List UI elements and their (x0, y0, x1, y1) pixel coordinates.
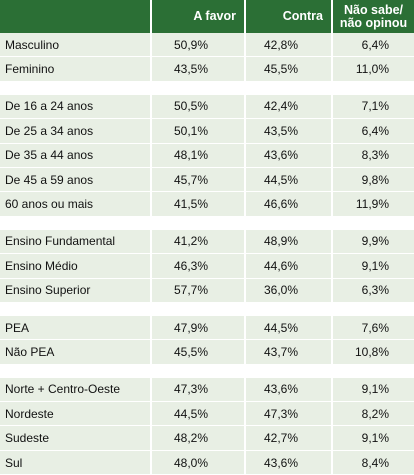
nao-sabe-value: 9,1% (331, 377, 414, 403)
a-favor-value: 45,7% (150, 167, 245, 193)
a-favor-value: 48,2% (150, 425, 245, 451)
a-favor-value: 44,5% (150, 401, 245, 427)
header-contra: Contra (244, 0, 332, 33)
table-row: Sudeste 48,2% 42,7% 9,1% (0, 425, 414, 451)
row-label: Não PEA (0, 339, 151, 365)
spacer-cell (0, 364, 414, 378)
group-spacer (0, 302, 414, 316)
row-label: Norte + Centro-Oeste (0, 377, 151, 403)
row-label: Ensino Superior (0, 278, 151, 303)
row-label: Sul (0, 450, 151, 475)
group-spacer (0, 364, 414, 378)
contra-value: 45,5% (244, 56, 332, 82)
a-favor-value: 50,5% (150, 94, 245, 120)
row-label: Masculino (0, 33, 151, 58)
table-row: Ensino Fundamental 41,2% 48,9% 9,9% (0, 229, 414, 255)
contra-value: 43,6% (244, 377, 332, 403)
table-row: Ensino Superior 57,7% 36,0% 6,3% (0, 278, 414, 303)
a-favor-value: 46,3% (150, 253, 245, 279)
a-favor-value: 41,5% (150, 191, 245, 217)
contra-value: 42,4% (244, 94, 332, 120)
a-favor-value: 45,5% (150, 339, 245, 365)
header-a-favor: A favor (150, 0, 245, 33)
row-label: De 16 a 24 anos (0, 94, 151, 120)
nao-sabe-value: 6,3% (331, 278, 414, 303)
nao-sabe-value: 9,1% (331, 253, 414, 279)
row-label: De 25 a 34 anos (0, 118, 151, 144)
row-label: Sudeste (0, 425, 151, 451)
nao-sabe-value: 9,8% (331, 167, 414, 193)
table-row: Feminino 43,5% 45,5% 11,0% (0, 56, 414, 82)
nao-sabe-value: 8,4% (331, 450, 414, 475)
contra-value: 43,6% (244, 143, 332, 168)
table-row: PEA 47,9% 44,5% 7,6% (0, 315, 414, 341)
row-label: Feminino (0, 56, 151, 82)
contra-value: 48,9% (244, 229, 332, 255)
a-favor-value: 50,1% (150, 118, 245, 144)
header-category (0, 0, 151, 33)
table-row: Sul 48,0% 43,6% 8,4% (0, 450, 414, 475)
table-header: A favor Contra Não sabe/ não opinou (0, 0, 414, 33)
table-row: 60 anos ou mais 41,5% 46,6% 11,9% (0, 191, 414, 217)
row-label: De 45 a 59 anos (0, 167, 151, 193)
spacer-cell (0, 302, 414, 316)
header-row: A favor Contra Não sabe/ não opinou (0, 0, 414, 33)
nao-sabe-value: 11,9% (331, 191, 414, 217)
contra-value: 46,6% (244, 191, 332, 217)
table-body: Masculino 50,9% 42,8% 6,4% Feminino 43,5% 45,5… (0, 33, 414, 475)
contra-value: 43,6% (244, 450, 332, 475)
contra-value: 44,5% (244, 315, 332, 341)
spacer-cell (0, 81, 414, 95)
row-label: 60 anos ou mais (0, 191, 151, 217)
a-favor-value: 43,5% (150, 56, 245, 82)
contra-value: 42,8% (244, 33, 332, 58)
table-row: De 45 a 59 anos 45,7% 44,5% 9,8% (0, 167, 414, 193)
table-row: Não PEA 45,5% 43,7% 10,8% (0, 339, 414, 365)
contra-value: 47,3% (244, 401, 332, 427)
contra-value: 36,0% (244, 278, 332, 303)
row-label: De 35 a 44 anos (0, 143, 151, 168)
nao-sabe-value: 10,8% (331, 339, 414, 365)
nao-sabe-value: 6,4% (331, 118, 414, 144)
group-spacer (0, 81, 414, 95)
table-row: Masculino 50,9% 42,8% 6,4% (0, 33, 414, 58)
group-spacer (0, 216, 414, 230)
nao-sabe-value: 11,0% (331, 56, 414, 82)
contra-value: 44,5% (244, 167, 332, 193)
row-label: PEA (0, 315, 151, 341)
table-row: De 35 a 44 anos 48,1% 43,6% 8,3% (0, 143, 414, 168)
header-nao-sabe: Não sabe/ não opinou (331, 0, 414, 33)
nao-sabe-value: 9,1% (331, 425, 414, 451)
nao-sabe-value: 8,2% (331, 401, 414, 427)
nao-sabe-value: 6,4% (331, 33, 414, 58)
spacer-cell (0, 216, 414, 230)
table-row: Nordeste 44,5% 47,3% 8,2% (0, 401, 414, 427)
a-favor-value: 57,7% (150, 278, 245, 303)
contra-value: 43,7% (244, 339, 332, 365)
table-row: De 25 a 34 anos 50,1% 43,5% 6,4% (0, 118, 414, 144)
table-row: Norte + Centro-Oeste 47,3% 43,6% 9,1% (0, 377, 414, 403)
row-label: Ensino Fundamental (0, 229, 151, 255)
a-favor-value: 48,1% (150, 143, 245, 168)
row-label: Nordeste (0, 401, 151, 427)
a-favor-value: 41,2% (150, 229, 245, 255)
row-label: Ensino Médio (0, 253, 151, 279)
a-favor-value: 48,0% (150, 450, 245, 475)
contra-value: 43,5% (244, 118, 332, 144)
table-row: De 16 a 24 anos 50,5% 42,4% 7,1% (0, 94, 414, 120)
nao-sabe-value: 7,6% (331, 315, 414, 341)
a-favor-value: 47,3% (150, 377, 245, 403)
contra-value: 44,6% (244, 253, 332, 279)
contra-value: 42,7% (244, 425, 332, 451)
nao-sabe-value: 8,3% (331, 143, 414, 168)
nao-sabe-value: 7,1% (331, 94, 414, 120)
a-favor-value: 47,9% (150, 315, 245, 341)
nao-sabe-value: 9,9% (331, 229, 414, 255)
a-favor-value: 50,9% (150, 33, 245, 58)
table-row: Ensino Médio 46,3% 44,6% 9,1% (0, 253, 414, 279)
